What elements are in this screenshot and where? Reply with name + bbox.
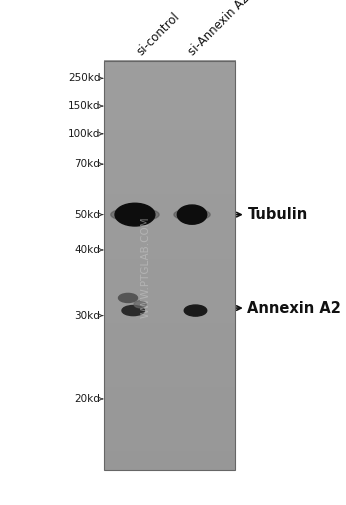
Text: 150kd: 150kd [68, 101, 100, 111]
Text: 40kd: 40kd [74, 245, 100, 255]
Text: si-control: si-control [134, 10, 182, 58]
Ellipse shape [111, 208, 159, 221]
Ellipse shape [184, 305, 207, 316]
Ellipse shape [118, 293, 138, 302]
Bar [104, 61, 235, 470]
Text: Annexin A2: Annexin A2 [247, 300, 341, 316]
Ellipse shape [177, 205, 207, 224]
Text: 30kd: 30kd [74, 311, 100, 321]
Text: 50kd: 50kd [74, 210, 100, 220]
Text: 70kd: 70kd [74, 159, 100, 169]
Text: WWW.PTGLAB.COM: WWW.PTGLAB.COM [140, 217, 150, 319]
Text: si-Annexin A2: si-Annexin A2 [186, 0, 253, 58]
Text: 250kd: 250kd [68, 73, 100, 83]
Ellipse shape [115, 203, 155, 226]
Ellipse shape [174, 209, 210, 220]
Text: 100kd: 100kd [68, 129, 100, 139]
Ellipse shape [134, 301, 146, 308]
Ellipse shape [122, 306, 145, 316]
Text: Tubulin: Tubulin [247, 207, 308, 222]
Text: 20kd: 20kd [74, 394, 100, 404]
